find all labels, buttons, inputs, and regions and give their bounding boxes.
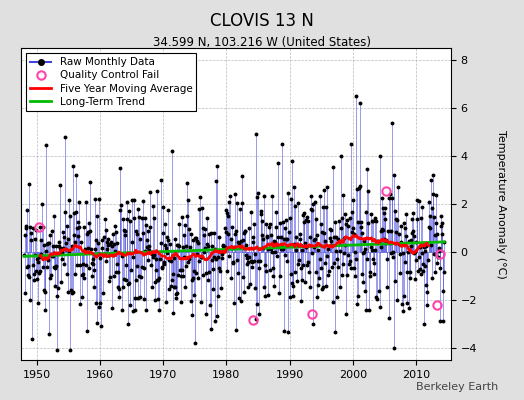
Y-axis label: Temperature Anomaly (°C): Temperature Anomaly (°C) [496,130,506,278]
Legend: Raw Monthly Data, Quality Control Fail, Five Year Moving Average, Long-Term Tren: Raw Monthly Data, Quality Control Fail, … [26,53,196,111]
Text: Berkeley Earth: Berkeley Earth [416,382,498,392]
Text: 34.599 N, 103.216 W (United States): 34.599 N, 103.216 W (United States) [153,36,371,49]
Text: CLOVIS 13 N: CLOVIS 13 N [210,12,314,30]
